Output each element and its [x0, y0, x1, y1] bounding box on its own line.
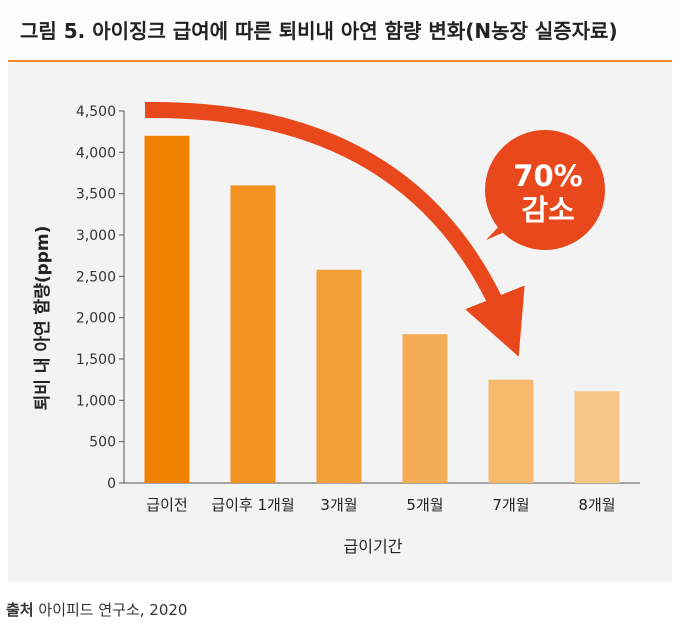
- callout-percent: 70%: [513, 159, 582, 193]
- source-label: 출처: [6, 601, 34, 619]
- decrease-callout: 70% 감소: [485, 130, 605, 250]
- x-tick-label: 급이후 1개월: [211, 496, 294, 514]
- decrease-arrow: [144, 101, 525, 357]
- y-tick-label: 0: [107, 476, 116, 492]
- x-axis-title: 급이기간: [344, 537, 403, 556]
- source-note: 출처 아이피드 연구소, 2020: [6, 599, 187, 620]
- y-tick-label: 3,000: [76, 228, 116, 244]
- x-tick-label: 5개월: [406, 496, 443, 514]
- title-underline: [8, 60, 672, 62]
- y-tick-label: 4,500: [76, 104, 116, 120]
- x-tick-label: 급이전: [146, 496, 187, 514]
- bar-6: [574, 391, 620, 483]
- y-tick-label: 500: [89, 435, 116, 451]
- y-tick-label: 2,000: [76, 311, 116, 327]
- y-tick-label: 2,500: [76, 269, 116, 285]
- source-text: 아이피드 연구소, 2020: [38, 601, 188, 619]
- bar-3: [316, 269, 362, 483]
- callout-circle: [485, 130, 605, 250]
- bar-5: [488, 379, 534, 483]
- y-axis-title: 퇴비 내 아연 함량(ppm): [32, 226, 53, 411]
- bar-1: [144, 135, 190, 484]
- x-tick-label: 3개월: [320, 496, 357, 514]
- y-tick-label: 1,000: [76, 393, 116, 409]
- y-tick-label: 4,000: [76, 145, 116, 161]
- callout-text: 감소: [521, 193, 574, 227]
- bar-2: [230, 185, 276, 483]
- x-tick-label: 8개월: [578, 496, 615, 514]
- x-tick-label: 7개월: [492, 496, 529, 514]
- figure-title: 그림 5. 아이징크 급여에 따른 퇴비내 아연 함량 변화(N농장 실증자료): [20, 19, 618, 43]
- y-axis: 0 500 1,000 1,500 2,000 2,500 3,000 3,500 4,000 4…: [76, 104, 640, 492]
- title-bar: 그림 5. 아이징크 급여에 따른 퇴비내 아연 함량 변화(N농장 실증자료): [0, 0, 680, 60]
- y-tick-label: 1,500: [76, 352, 116, 368]
- x-axis-labels: 급이전 급이후 1개월 3개월 5개월 7개월 8개월: [146, 496, 615, 514]
- bars: [144, 135, 620, 484]
- bar-4: [402, 334, 448, 483]
- y-tick-label: 3,500: [76, 187, 116, 203]
